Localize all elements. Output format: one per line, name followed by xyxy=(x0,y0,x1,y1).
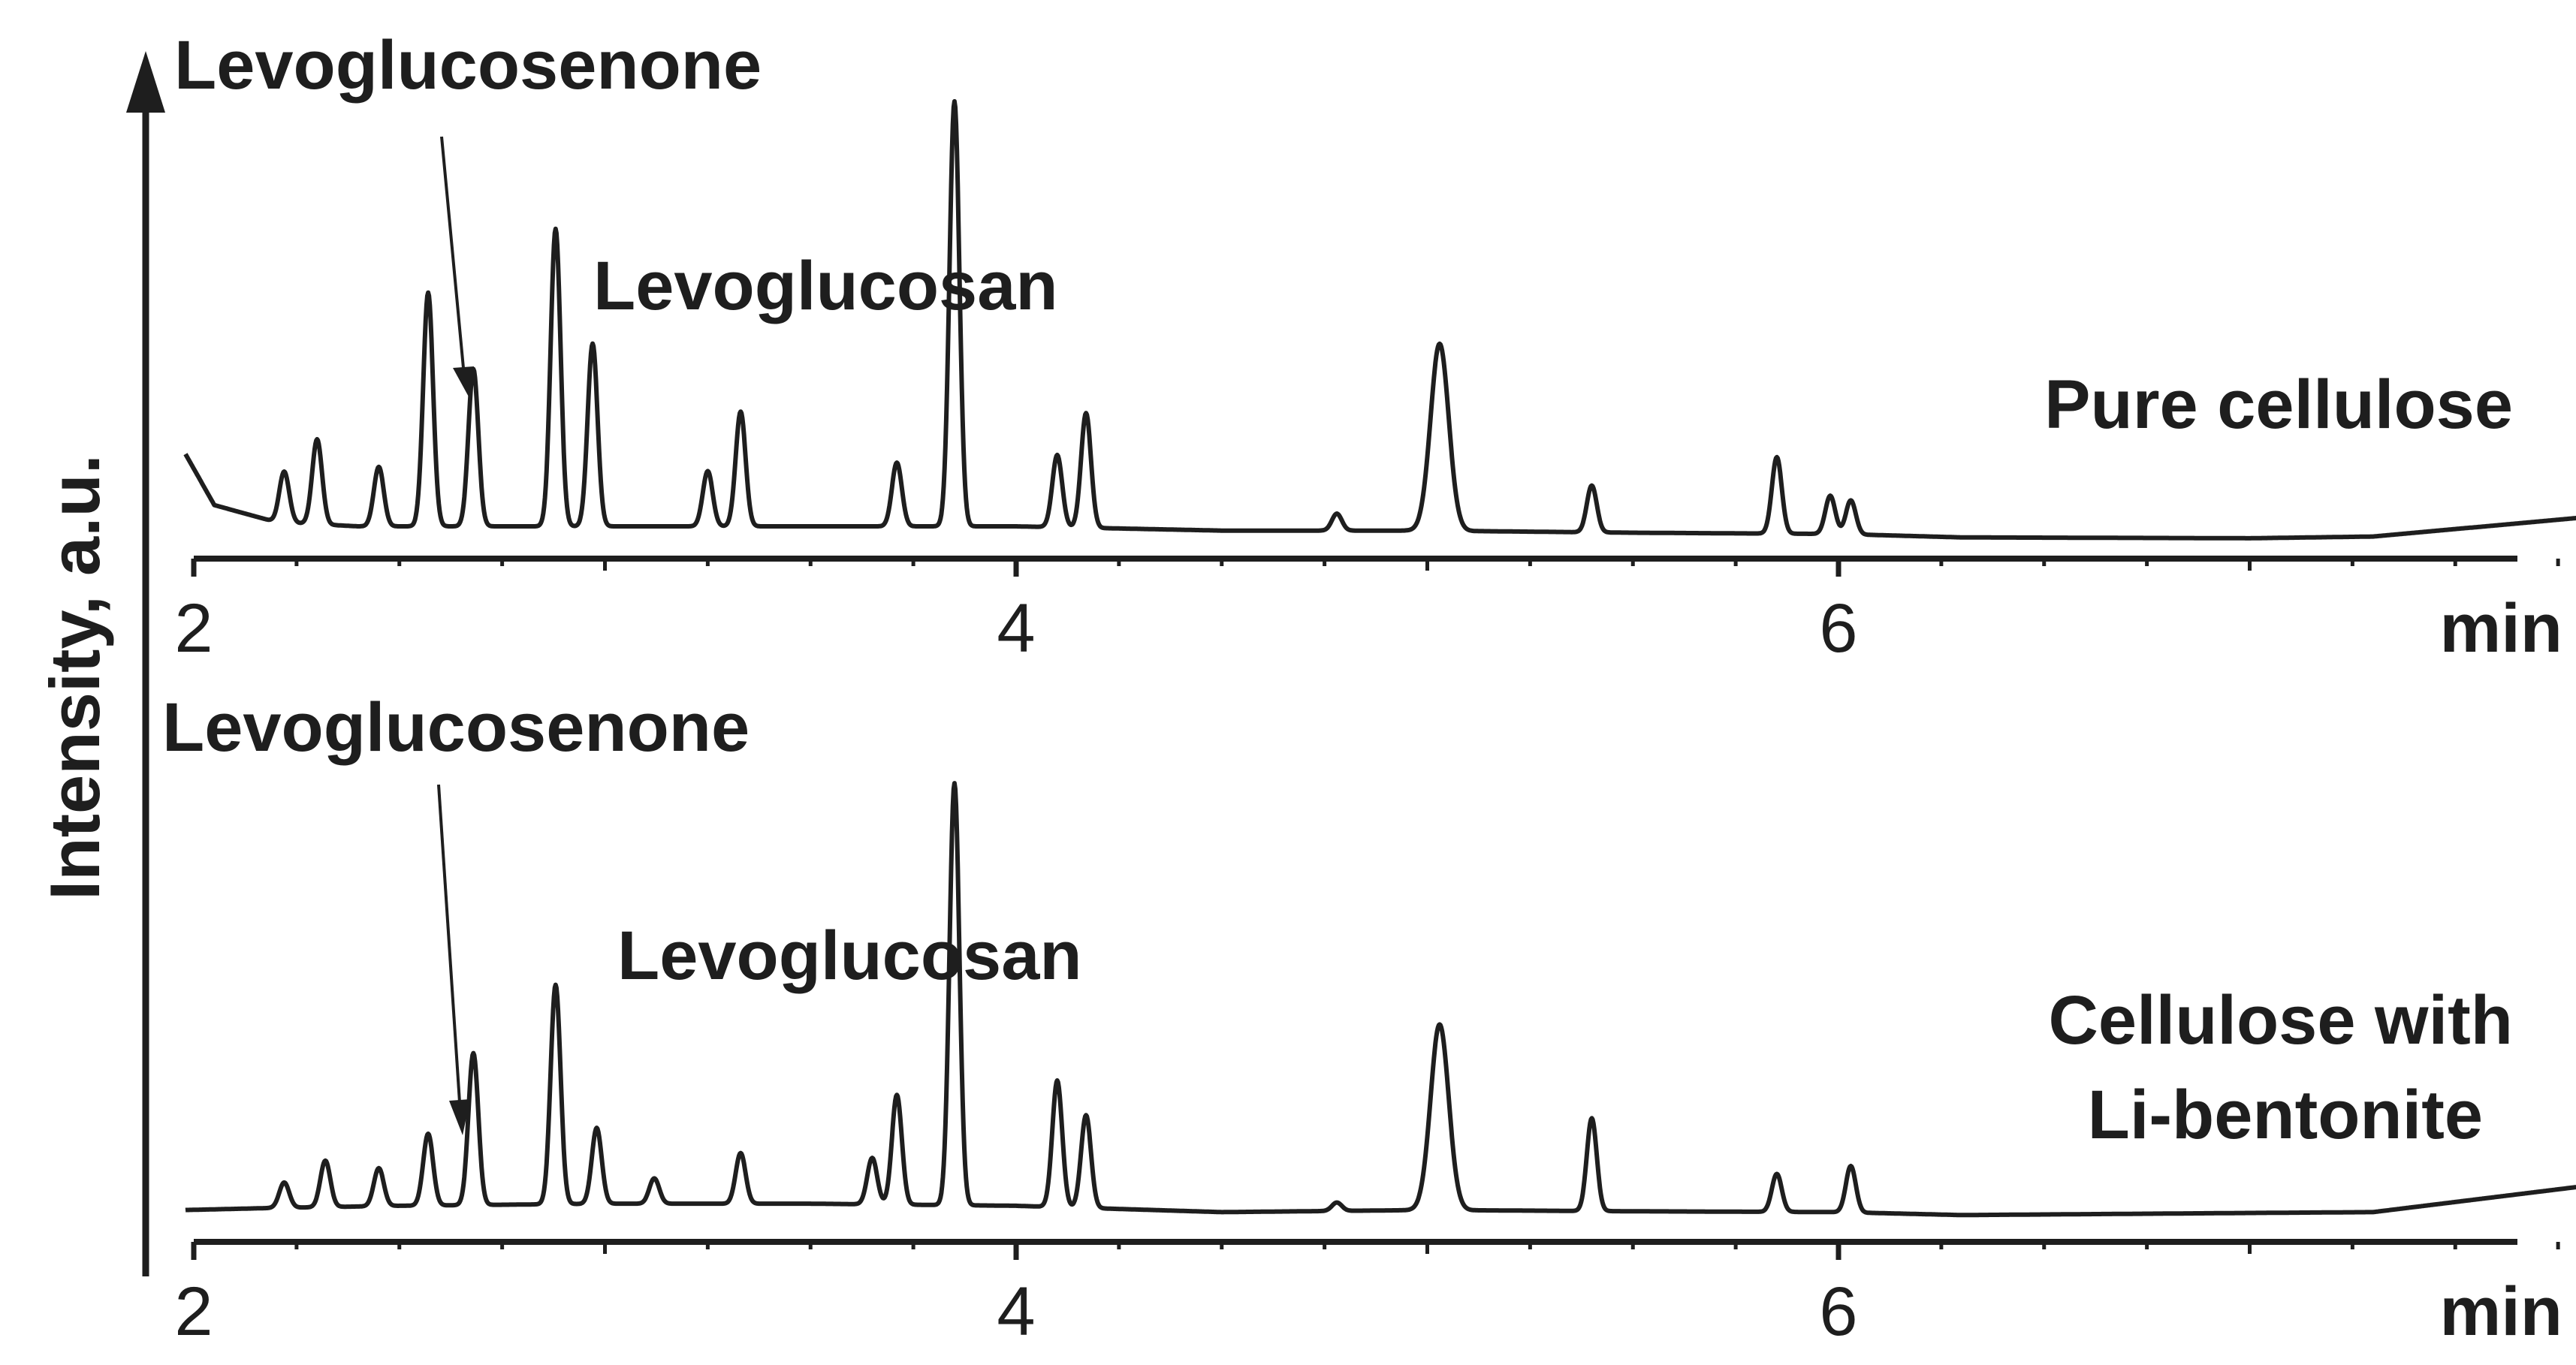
x-axis-ticks xyxy=(191,1242,2560,1260)
annotation-levoglucosan: Levoglucosan xyxy=(593,248,1058,324)
annotation-levoglucosenone: Levoglucosenone xyxy=(162,689,750,766)
x-axis-ticks xyxy=(191,559,2560,577)
annotation-arrow xyxy=(440,136,474,399)
panel-cellulose-li-bentonite: 24681012 min Cellulose with Li-bentonite… xyxy=(162,689,2576,1350)
x-axis-tick-labels: 24681012 xyxy=(174,1273,1857,1350)
x-tick-label: 2 xyxy=(174,1273,213,1350)
series-line-cellulose-li-bentonite xyxy=(184,781,2576,1218)
series-label-line-1: Cellulose with xyxy=(2048,982,2513,1059)
annotation-arrow xyxy=(437,784,470,1135)
x-tick-label: 2 xyxy=(174,590,213,667)
x-axis-tick-labels: 24681012 xyxy=(174,590,1857,667)
x-tick-label: 6 xyxy=(1819,590,1857,667)
intensity-axis xyxy=(126,51,165,1276)
annotation-levoglucosenone: Levoglucosenone xyxy=(174,27,762,104)
annotation-levoglucosan: Levoglucosan xyxy=(617,918,1082,994)
series-line-pure-cellulose xyxy=(183,99,2576,541)
series-label-line-2: Li-bentonite xyxy=(2088,1077,2483,1153)
arrow-head-icon xyxy=(449,1099,470,1135)
panel-pure-cellulose: 24681012 min Pure cellulose Levoglucosen… xyxy=(174,27,2576,667)
series-label: Pure cellulose xyxy=(2044,366,2513,443)
x-tick-label: 6 xyxy=(1819,1273,1857,1350)
arrow-head-icon xyxy=(453,366,474,399)
x-tick-label: 4 xyxy=(997,1273,1035,1350)
x-axis-unit: min xyxy=(2439,590,2562,667)
x-tick-label: 4 xyxy=(997,590,1035,667)
x-axis-unit: min xyxy=(2439,1273,2562,1350)
intensity-axis-arrow-icon xyxy=(126,51,165,113)
y-axis-label: Intensity, a.u. xyxy=(35,454,114,900)
